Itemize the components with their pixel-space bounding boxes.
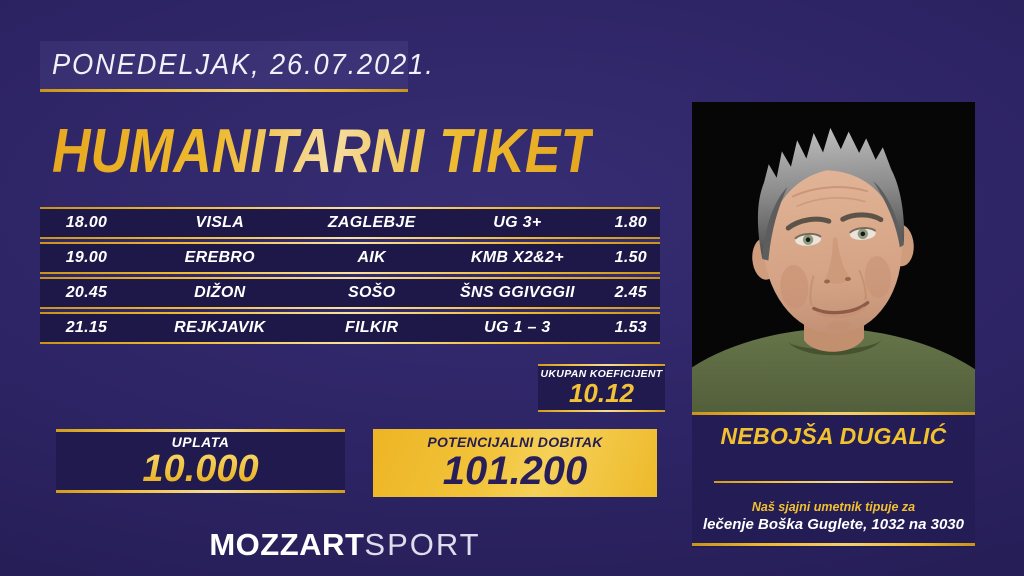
brand-bold: MOZZART bbox=[209, 527, 365, 562]
odds-value: 1.80 bbox=[614, 214, 647, 231]
bet-type: ŠNS GGIVGGII bbox=[460, 284, 575, 301]
away-team: SOŠO bbox=[347, 284, 396, 301]
match-time: 19.00 bbox=[65, 249, 108, 266]
odds-value: 2.45 bbox=[614, 284, 647, 301]
home-team: DIŽON bbox=[194, 284, 246, 301]
mozzart-sport-logo: MOZZARTSPORT bbox=[0, 527, 690, 563]
match-time: 18.00 bbox=[65, 214, 108, 231]
person-panel: NEBOJŠA DUGALIĆ Naš sjajni umetnik tipuj… bbox=[692, 415, 975, 548]
payout-value: 101.200 bbox=[442, 449, 588, 493]
payout-label: POTENCIJALNI DOBITAK bbox=[427, 434, 603, 450]
bet-type: UG 3+ bbox=[493, 214, 542, 231]
payout-box: POTENCIJALNI DOBITAK 101.200 bbox=[373, 429, 657, 497]
person-name: NEBOJŠA DUGALIĆ bbox=[720, 423, 947, 449]
portrait-photo bbox=[692, 102, 975, 412]
date-box: PONEDELJAK, 26.07.2021. bbox=[40, 41, 433, 89]
bet-type: UG 1 – 3 bbox=[484, 319, 551, 336]
total-odds-box: UKUPAN KOEFICIJENT 10.12 bbox=[538, 364, 665, 412]
total-odds-label: UKUPAN KOEFICIJENT bbox=[540, 368, 663, 381]
stake-box: UPLATA 10.000 bbox=[56, 429, 345, 493]
total-odds-value: 10.12 bbox=[568, 378, 635, 409]
caption-line-1: Naš sjajni umetnik tipuje za bbox=[751, 500, 916, 514]
home-team: REJKJAVIK bbox=[174, 319, 266, 336]
match-time: 20.45 bbox=[65, 284, 108, 301]
panel-bottom-line bbox=[692, 543, 975, 546]
brand-light: SPORT bbox=[364, 527, 481, 562]
away-team: AIK bbox=[357, 249, 386, 266]
away-team: ZAGLEBJE bbox=[327, 214, 416, 231]
stake-value: 10.000 bbox=[142, 448, 259, 490]
divider-line bbox=[714, 481, 953, 483]
odds-value: 1.50 bbox=[614, 249, 647, 266]
ticket-table: 18.00 VISLA ZAGLEBJE UG 3+ 1.80 19.00 ER… bbox=[40, 207, 660, 347]
table-row: 21.15 REJKJAVIK FILKIR UG 1 – 3 1.53 bbox=[40, 312, 660, 344]
page-title: HUMANITARNI TIKET bbox=[52, 117, 594, 186]
away-team: FILKIR bbox=[345, 319, 399, 336]
odds-value: 1.53 bbox=[614, 319, 647, 336]
home-team: EREBRO bbox=[184, 249, 255, 266]
table-row: 19.00 EREBRO AIK KMB X2&2+ 1.50 bbox=[40, 242, 660, 274]
photo-underline bbox=[692, 412, 975, 415]
table-row: 18.00 VISLA ZAGLEBJE UG 3+ 1.80 bbox=[40, 207, 660, 239]
caption-line-2: lečenje Boška Guglete, 1032 na 3030 bbox=[703, 516, 964, 533]
stake-label: UPLATA bbox=[171, 434, 230, 450]
match-time: 21.15 bbox=[65, 319, 108, 336]
bet-type: KMB X2&2+ bbox=[470, 249, 564, 266]
table-row: 20.45 DIŽON SOŠO ŠNS GGIVGGII 2.45 bbox=[40, 277, 660, 309]
date-text: PONEDELJAK, 26.07.2021. bbox=[52, 48, 435, 81]
date-underline bbox=[40, 89, 408, 92]
home-team: VISLA bbox=[195, 214, 245, 231]
